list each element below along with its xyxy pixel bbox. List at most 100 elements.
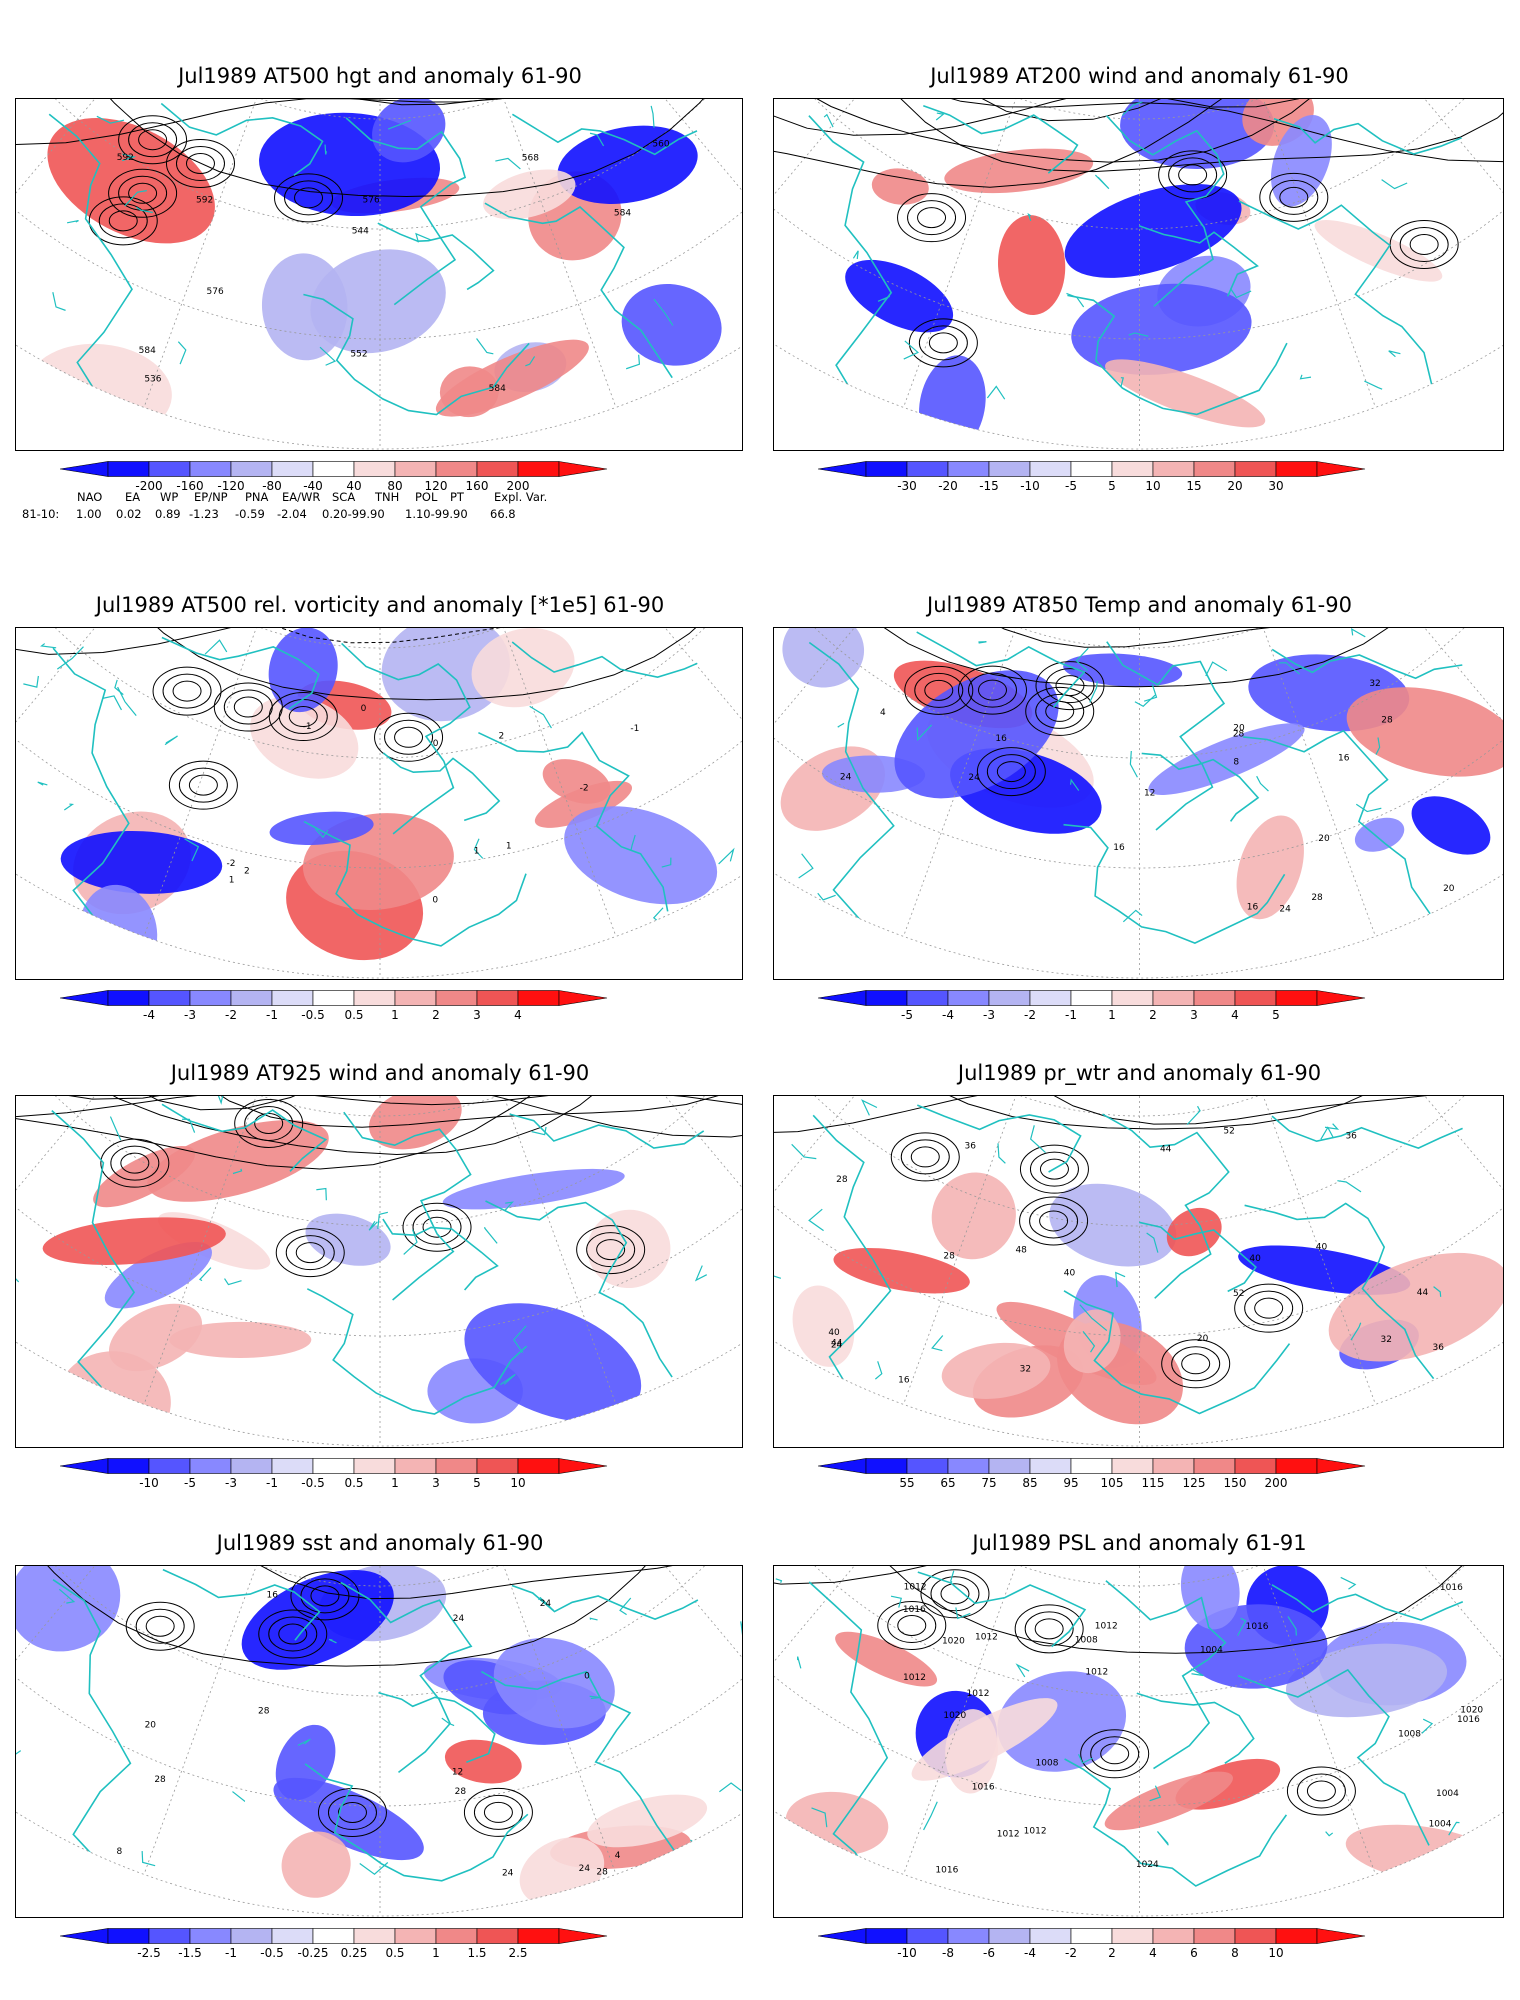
contour-label: 36	[1432, 1343, 1444, 1353]
negative-anomaly-region	[997, 1671, 1127, 1772]
colorbar-swatch	[230, 990, 273, 1006]
colorbar-swatch	[1070, 1458, 1113, 1474]
contour-label: 576	[363, 195, 380, 205]
colorbar-tick-label: -2	[1065, 1946, 1077, 1960]
colorbar-swatches	[59, 1458, 608, 1474]
contour-label: 1	[506, 841, 512, 851]
positive-anomaly-region	[1166, 1207, 1222, 1257]
colorbar-swatch	[353, 1928, 396, 1944]
contour-label: 20	[1318, 834, 1330, 844]
colorbar-tick-label: -2	[1024, 1008, 1036, 1022]
colorbar-swatch	[435, 1458, 478, 1474]
map-panel-wind200	[773, 98, 1504, 451]
contour-label: 1012	[975, 1633, 998, 1643]
contour-label: 584	[139, 346, 156, 356]
negative-anomaly-region	[241, 1569, 394, 1670]
colorbar-tick-label: 105	[1100, 1476, 1124, 1490]
colorbar-tick-label: 3	[473, 1008, 481, 1022]
colorbar-tick-label: 10	[1268, 1946, 1284, 1960]
negative-anomaly-region	[1411, 796, 1491, 855]
colorbar-swatch	[312, 1458, 355, 1474]
positive-anomaly-region	[998, 215, 1066, 315]
contour-label: 1016	[1440, 1583, 1463, 1593]
contour-label: 1012	[1024, 1826, 1047, 1836]
colorbar-tick-label: 6	[1190, 1946, 1198, 1960]
negative-anomaly-region	[493, 1637, 615, 1729]
colorbar-wind200: -30 -20 -15 -10 -5 5 10 15 20 30	[817, 461, 1458, 499]
index-header-tnh: TNH	[375, 490, 400, 504]
graticule	[16, 99, 742, 449]
colorbar-swatch	[189, 990, 232, 1006]
contour-label: 1020	[943, 1711, 966, 1721]
colorbar-tick-label: 1	[1108, 1008, 1116, 1022]
contour-label: 536	[144, 374, 161, 384]
contour-label: 28	[1311, 893, 1323, 903]
positive-anomaly-region	[1236, 815, 1304, 920]
colorbar-tick-label: -2	[225, 1008, 237, 1022]
colorbar-tick-label: -10	[139, 1476, 159, 1490]
positive-anomaly-region	[281, 1831, 351, 1898]
negative-anomaly-region	[310, 249, 446, 354]
coastlines	[784, 101, 1462, 421]
colorbar-swatch	[947, 990, 990, 1006]
negative-anomaly-region	[305, 1213, 391, 1266]
colorbar-tick-label: -4	[1024, 1946, 1036, 1960]
colorbar-swatch	[353, 990, 396, 1006]
colorbar-swatches	[817, 990, 1366, 1006]
anomaly-shading	[792, 1172, 1503, 1425]
index-value-pna: -0.59	[235, 507, 265, 521]
colorbar-tick-label: 4	[1149, 1946, 1157, 1960]
contour-label: 16	[898, 1375, 910, 1385]
contour-label: 560	[652, 140, 669, 150]
contour-label: 576	[207, 287, 224, 297]
colorbar-tick-label: 125	[1182, 1476, 1206, 1490]
colorbar-swatch	[476, 1458, 519, 1474]
map-canvas: 536 544 552 560 568 576 576 584 584 584 592 592	[16, 99, 742, 450]
positive-anomaly-region	[871, 168, 929, 205]
coastlines	[48, 102, 698, 420]
contour-label: 1012	[997, 1829, 1020, 1839]
contour-label: 28	[1233, 729, 1245, 739]
contour-lines	[774, 628, 1503, 797]
colorbar-swatch	[476, 990, 519, 1006]
positive-anomaly-region	[250, 696, 359, 779]
colorbar-tick-label: -5	[184, 1476, 196, 1490]
contour-label: 584	[489, 384, 506, 394]
anomaly-shading	[60, 628, 718, 978]
contour-label: 1020	[1460, 1705, 1483, 1715]
contour-label: 24	[579, 1864, 591, 1874]
colorbar-tick-label: 200	[506, 479, 530, 493]
index-header-sca: SCA	[332, 490, 356, 504]
colorbar-swatch	[1234, 461, 1277, 477]
map-canvas: 20 4 8 12 16 16 16 20 24 28 28 32 24 20 16 28 24	[774, 628, 1503, 979]
contour-label: 584	[614, 208, 631, 218]
colorbar-swatch	[394, 461, 437, 477]
colorbar-tick-label: 200	[1264, 1476, 1288, 1490]
negative-anomaly-region	[269, 811, 374, 846]
colorbar-swatch	[271, 461, 314, 477]
colorbar-swatch	[906, 1928, 949, 1944]
positive-anomaly-region	[1328, 1252, 1503, 1362]
contour-label: 1016	[935, 1866, 958, 1876]
contour-label: 1	[474, 846, 480, 856]
colorbar-tick-label: -6	[983, 1946, 995, 1960]
colorbar-swatch	[312, 461, 355, 477]
colorbar-swatch	[353, 461, 396, 477]
colorbar-swatch	[1234, 990, 1277, 1006]
contour-lines	[774, 1096, 1503, 1389]
colorbar-triangle-low	[59, 1928, 109, 1944]
index-header-explvar: Expl. Var.	[494, 490, 548, 504]
contour-lines	[774, 1566, 1503, 1816]
colorbar-swatch	[1111, 990, 1154, 1006]
colorbar-tick-label: 2	[1108, 1946, 1116, 1960]
contour-label: 1004	[1436, 1789, 1459, 1799]
contour-label: 2	[498, 732, 504, 742]
colorbar-hgt500: -200 -160 -120 -80 -40 40 80 120 160 200	[59, 461, 700, 499]
coastlines	[16, 1096, 742, 1418]
contour-label: 4	[880, 708, 886, 718]
colorbar-tick-label: -1	[1065, 1008, 1077, 1022]
positive-anomaly-region	[108, 1303, 203, 1372]
colorbar-tick-label: -3	[184, 1008, 196, 1022]
colorbar-swatch	[1070, 1928, 1113, 1944]
map-panel-psl: 1016 1016 1008 1004 1004 1008 1012 1020 1016 1020…	[773, 1565, 1504, 1918]
